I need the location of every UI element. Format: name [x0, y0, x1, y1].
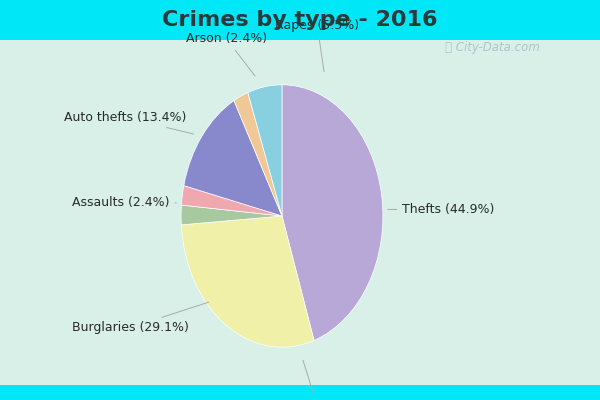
Text: Auto thefts (13.4%): Auto thefts (13.4%): [64, 111, 194, 134]
Text: Crimes by type - 2016: Crimes by type - 2016: [162, 10, 438, 30]
Wedge shape: [282, 85, 383, 340]
Text: Thefts (44.9%): Thefts (44.9%): [388, 203, 495, 216]
Text: ⓘ City-Data.com: ⓘ City-Data.com: [445, 42, 539, 54]
Wedge shape: [248, 85, 282, 216]
Wedge shape: [181, 205, 282, 225]
Text: Rapes (5.5%): Rapes (5.5%): [275, 19, 359, 72]
Text: Burglaries (29.1%): Burglaries (29.1%): [72, 302, 209, 334]
Wedge shape: [181, 216, 314, 347]
Wedge shape: [184, 101, 282, 216]
Text: Assaults (2.4%): Assaults (2.4%): [72, 196, 176, 209]
Wedge shape: [234, 92, 282, 216]
Text: Arson (2.4%): Arson (2.4%): [186, 32, 267, 76]
Wedge shape: [181, 186, 282, 216]
Text: Robberies (2.4%): Robberies (2.4%): [263, 360, 371, 400]
